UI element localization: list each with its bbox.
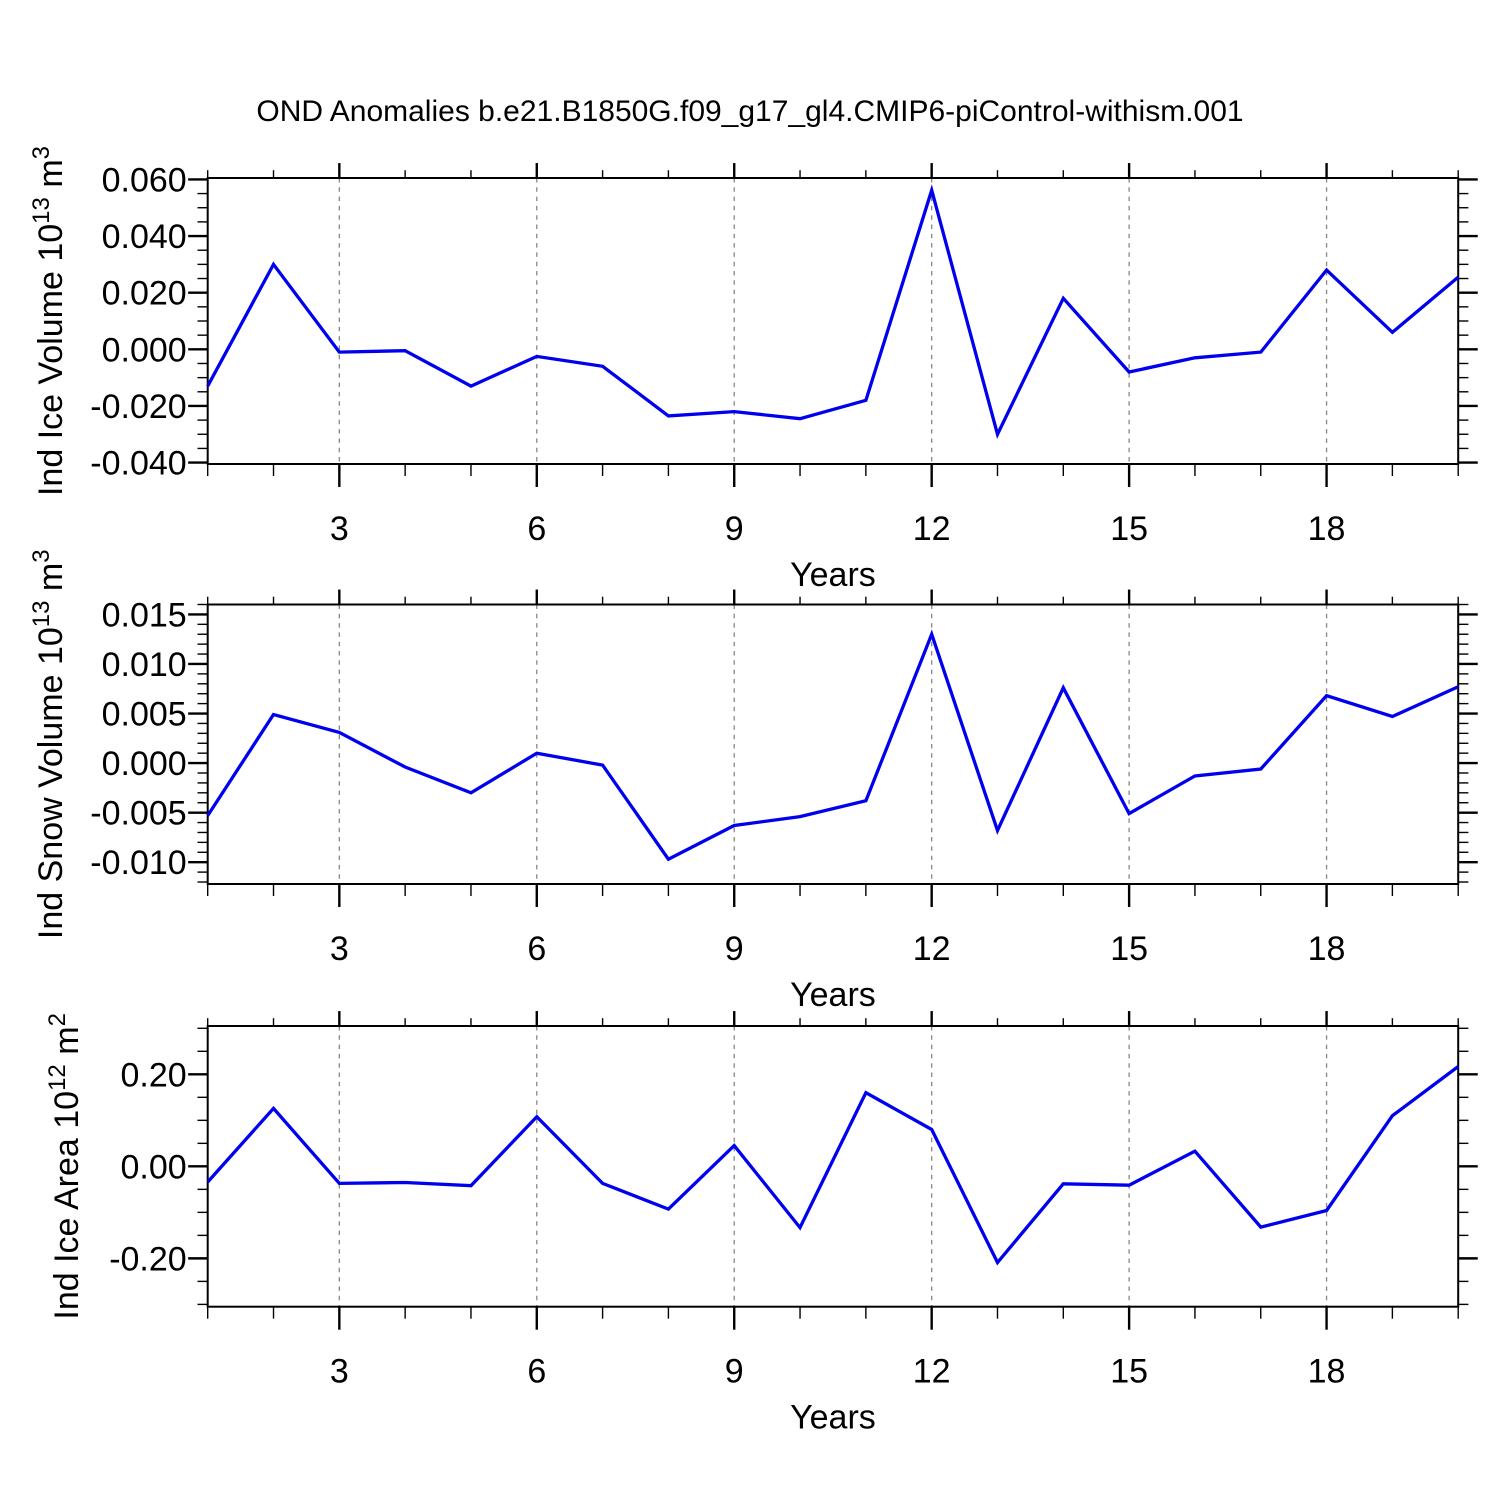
panel-ind-snow-volume: 0.015 0.010 0.005 0.000 -0.005 -0.010 3 6 9 12 15 1…	[28, 549, 1478, 1014]
y-tick-label: -0.010	[90, 844, 186, 882]
x-tick-label: 9	[725, 1353, 744, 1391]
x-axis-ticks	[206, 1011, 1459, 1330]
x-axis-ticks	[206, 163, 1459, 487]
gridlines	[338, 604, 1328, 884]
x-tick-label: 12	[913, 510, 951, 548]
series-line	[206, 1065, 1460, 1266]
x-tick-label: 3	[330, 510, 349, 548]
x-tick-label: 9	[725, 510, 744, 548]
y-tick-label: 0.00	[121, 1148, 187, 1186]
gridlines	[338, 178, 1328, 464]
y-axis-title: Ind Ice Volume 1013 m3	[28, 146, 70, 496]
y-axis-title: Ind Ice Area 1012 m2	[44, 1013, 86, 1320]
y-tick-label: 0.060	[102, 161, 187, 199]
figure-title: OND Anomalies b.e21.B1850G.f09_g17_gl4.C…	[256, 95, 1244, 128]
x-tick-label: 18	[1308, 1353, 1346, 1391]
y-tick-label: 0.015	[102, 596, 187, 634]
x-tick-label: 3	[330, 1353, 349, 1391]
y-tick-label: 0.20	[121, 1056, 187, 1094]
y-tick-label: 0.000	[102, 331, 187, 369]
x-axis-title: Years	[790, 1399, 876, 1437]
y-tick-label: -0.005	[90, 795, 186, 833]
plot-frame	[206, 177, 1460, 465]
x-tick-label: 12	[913, 930, 951, 968]
panel-ind-ice-volume: 0.060 0.040 0.020 0.000 -0.020 -0.040 3 6 9 12 15 1…	[28, 146, 1478, 594]
x-tick-label: 15	[1110, 510, 1148, 548]
x-tick-label: 15	[1110, 1353, 1148, 1391]
x-tick-label: 12	[913, 1353, 951, 1391]
x-tick-label: 6	[527, 930, 546, 968]
series-line	[206, 184, 1460, 440]
y-tick-label: 0.010	[102, 646, 187, 684]
x-axis-title: Years	[790, 556, 876, 594]
plot-frame	[206, 1025, 1460, 1308]
panel-ind-ice-area: 0.20 0.00 -0.20 3 6 9 12 15 18 Years Ind Ice Area …	[44, 1011, 1478, 1437]
series-line	[206, 629, 1459, 862]
x-tick-label: 18	[1308, 510, 1346, 548]
y-axis-ticks	[188, 603, 1478, 883]
plot-frame	[206, 603, 1460, 885]
y-tick-label: 0.000	[102, 745, 187, 783]
y-tick-label: 0.005	[102, 696, 187, 734]
x-tick-label: 6	[527, 510, 546, 548]
x-tick-label: 3	[330, 930, 349, 968]
y-tick-label: 0.040	[102, 218, 187, 256]
gridlines	[338, 1026, 1328, 1307]
y-tick-label: -0.040	[90, 445, 186, 483]
y-axis-ticks	[188, 1027, 1478, 1306]
y-axis-ticks	[188, 178, 1478, 464]
x-tick-label: 15	[1110, 930, 1148, 968]
y-tick-label: 0.020	[102, 275, 187, 313]
y-axis-title: Ind Snow Volume 1013 m3	[28, 549, 70, 939]
x-axis-ticks	[206, 589, 1459, 907]
x-tick-label: 18	[1308, 930, 1346, 968]
y-tick-label: -0.020	[90, 388, 186, 426]
y-tick-label: -0.20	[109, 1240, 187, 1278]
x-tick-label: 9	[725, 930, 744, 968]
x-tick-label: 6	[527, 1353, 546, 1391]
x-axis-title: Years	[790, 976, 876, 1014]
